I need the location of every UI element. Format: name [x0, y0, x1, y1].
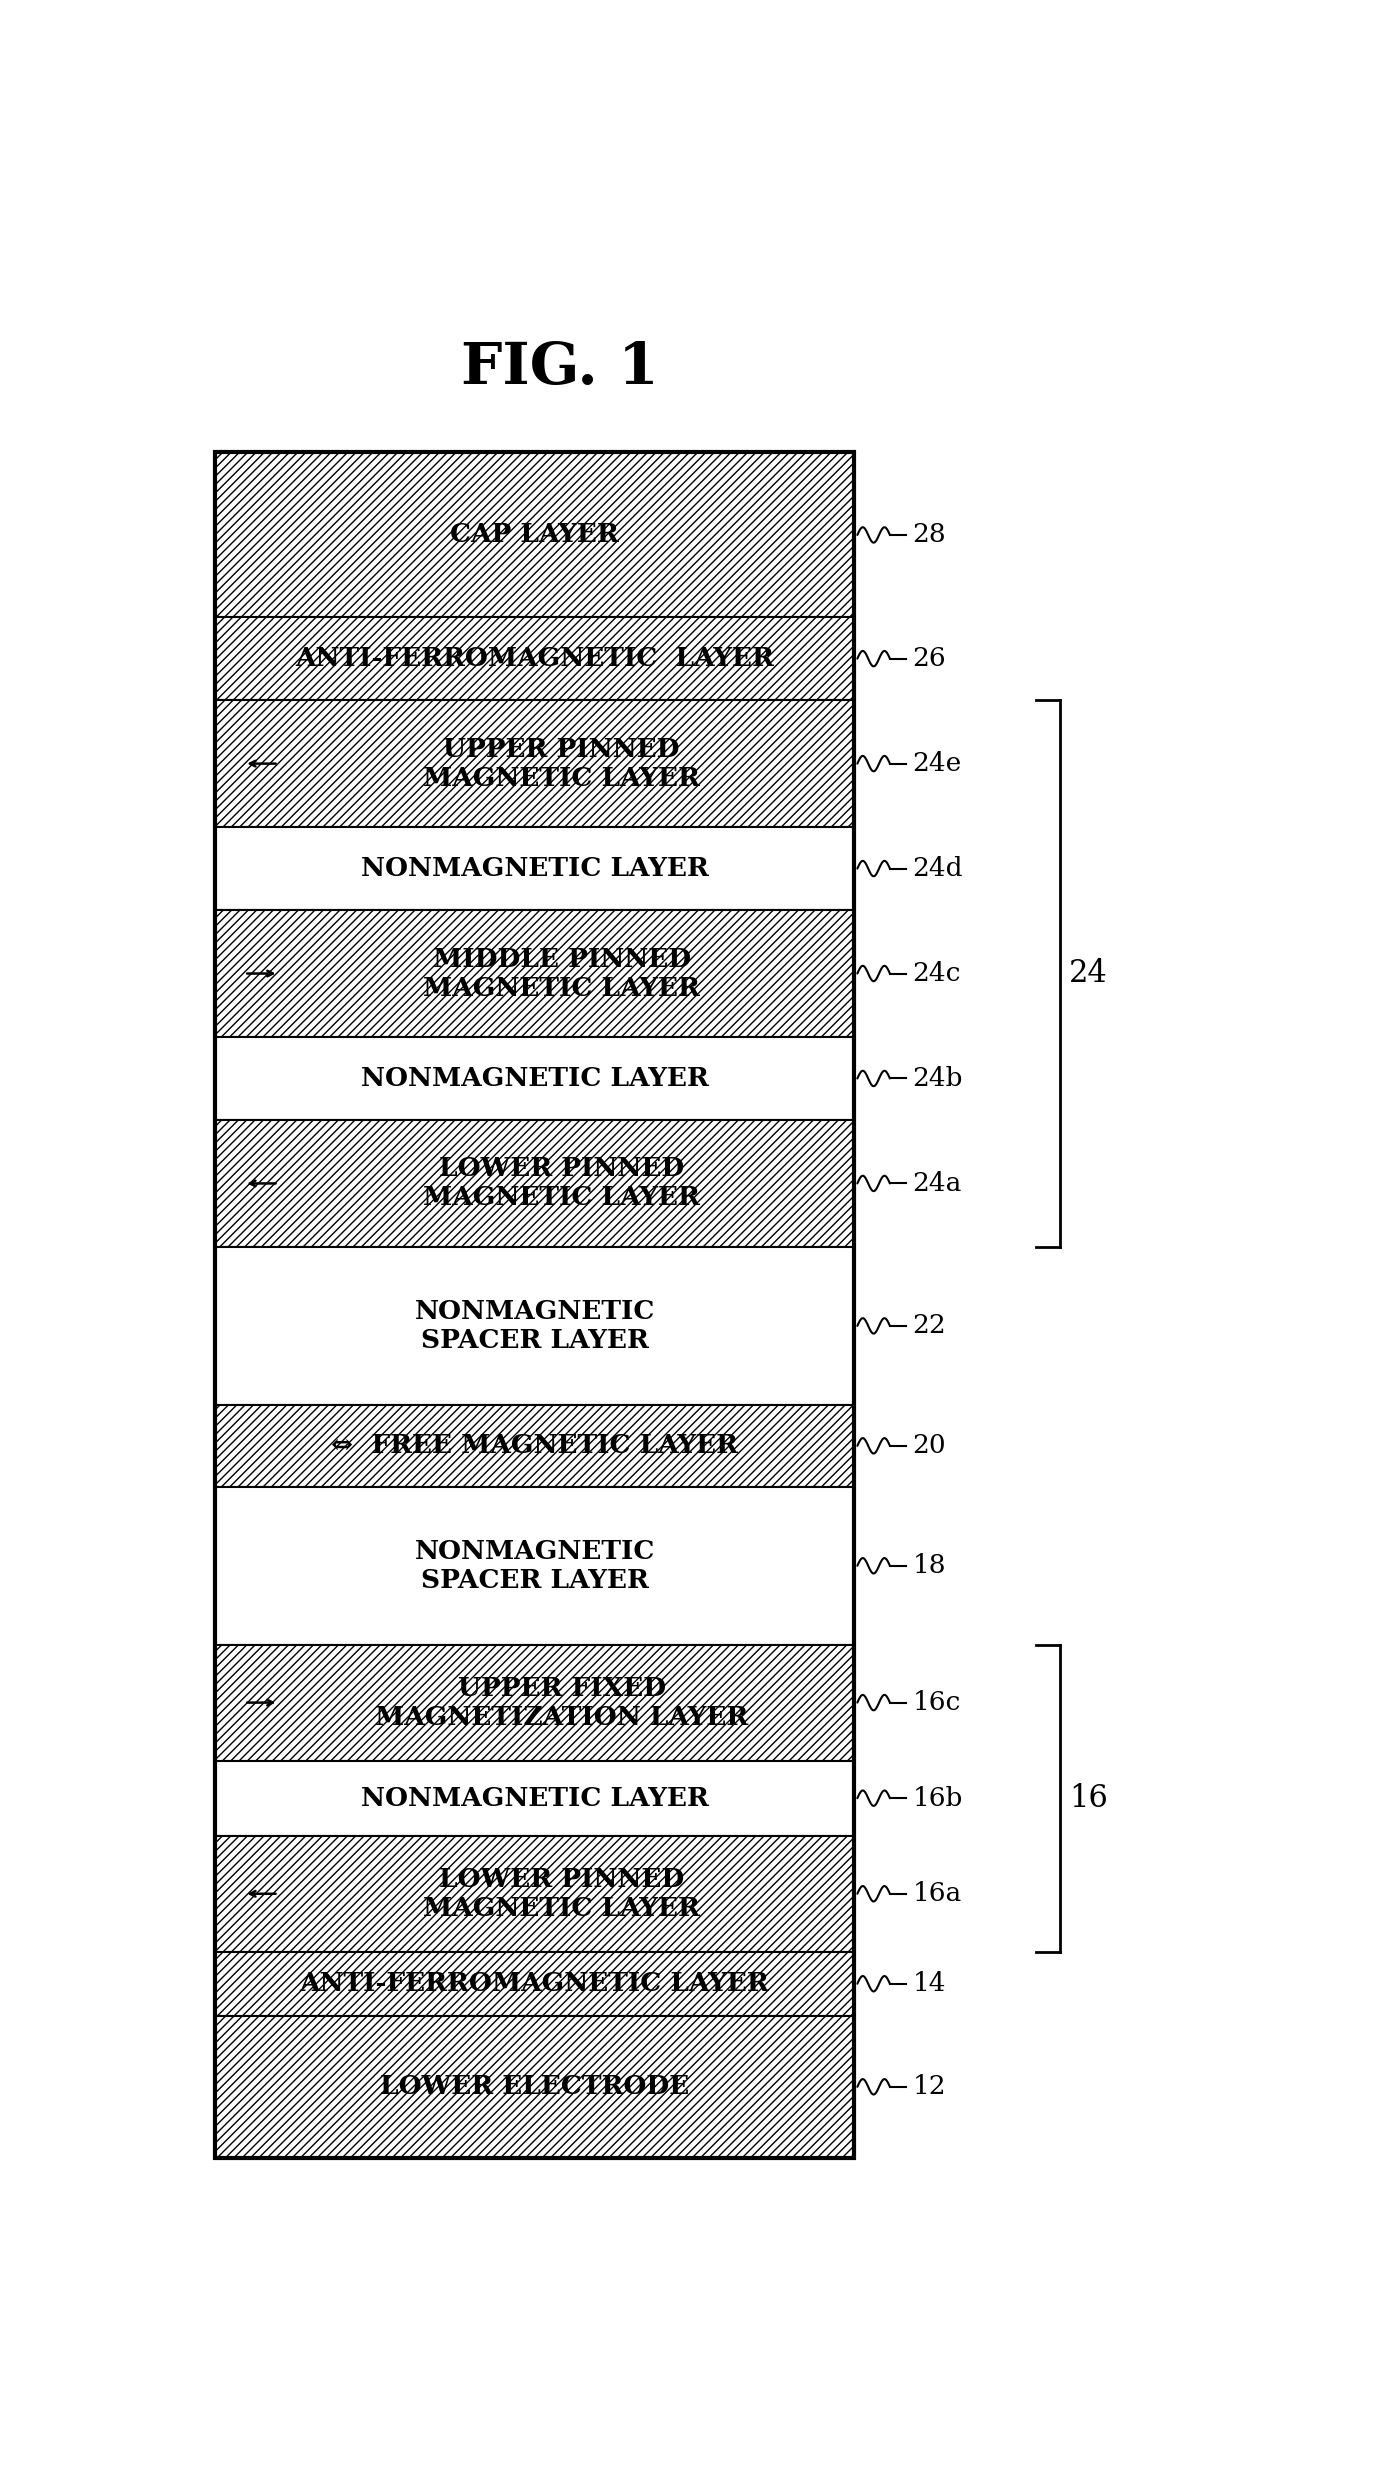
- Text: NONMAGNETIC
SPACER LAYER: NONMAGNETIC SPACER LAYER: [415, 1538, 655, 1593]
- Text: 24b: 24b: [912, 1067, 963, 1092]
- Text: NONMAGNETIC LAYER: NONMAGNETIC LAYER: [361, 1067, 708, 1092]
- Text: ⇔  FREE MAGNETIC LAYER: ⇔ FREE MAGNETIC LAYER: [331, 1434, 739, 1459]
- Text: 16b: 16b: [912, 1786, 963, 1811]
- Bar: [215, 452, 854, 618]
- Text: NONMAGNETIC
SPACER LAYER: NONMAGNETIC SPACER LAYER: [415, 1300, 655, 1352]
- Text: 22: 22: [912, 1312, 947, 1337]
- Text: 20: 20: [912, 1434, 947, 1459]
- Text: 18: 18: [912, 1553, 945, 1578]
- Bar: [215, 1119, 854, 1248]
- Bar: [215, 1762, 854, 1836]
- Bar: [215, 826, 854, 911]
- Bar: [215, 1037, 854, 1119]
- Text: FIG. 1: FIG. 1: [460, 340, 659, 397]
- Text: UPPER PINNED
MAGNETIC LAYER: UPPER PINNED MAGNETIC LAYER: [423, 737, 700, 791]
- Bar: [215, 1836, 854, 1953]
- Text: NONMAGNETIC LAYER: NONMAGNETIC LAYER: [361, 856, 708, 881]
- Text: 14: 14: [912, 1972, 945, 1997]
- Text: 12: 12: [912, 2074, 947, 2099]
- Text: 24a: 24a: [912, 1171, 962, 1196]
- Text: 24: 24: [1069, 958, 1108, 990]
- Bar: [215, 1645, 854, 1762]
- Text: LOWER ELECTRODE: LOWER ELECTRODE: [380, 2074, 689, 2099]
- Text: NONMAGNETIC LAYER: NONMAGNETIC LAYER: [361, 1786, 708, 1811]
- Text: LOWER PINNED
MAGNETIC LAYER: LOWER PINNED MAGNETIC LAYER: [423, 1866, 700, 1920]
- Bar: [215, 1404, 854, 1486]
- Text: 24d: 24d: [912, 856, 963, 881]
- Text: 24e: 24e: [912, 752, 962, 777]
- Bar: [215, 1953, 854, 2015]
- Text: LOWER PINNED
MAGNETIC LAYER: LOWER PINNED MAGNETIC LAYER: [423, 1156, 700, 1211]
- Text: 16a: 16a: [912, 1881, 962, 1905]
- Text: ANTI-FERROMAGNETIC LAYER: ANTI-FERROMAGNETIC LAYER: [299, 1972, 769, 1997]
- Text: UPPER FIXED
MAGNETIZATION LAYER: UPPER FIXED MAGNETIZATION LAYER: [375, 1675, 748, 1729]
- Bar: [215, 452, 854, 2158]
- Text: MIDDLE PINNED
MAGNETIC LAYER: MIDDLE PINNED MAGNETIC LAYER: [423, 948, 700, 1000]
- Text: CAP LAYER: CAP LAYER: [451, 523, 619, 548]
- Bar: [215, 911, 854, 1037]
- Text: 16: 16: [1069, 1784, 1108, 1814]
- Text: 26: 26: [912, 645, 947, 672]
- Bar: [215, 618, 854, 700]
- Text: 28: 28: [912, 523, 947, 548]
- Text: 16c: 16c: [912, 1690, 960, 1714]
- Bar: [215, 2015, 854, 2158]
- Text: 24c: 24c: [912, 960, 960, 985]
- Bar: [215, 700, 854, 826]
- Bar: [215, 1486, 854, 1645]
- Bar: [215, 1248, 854, 1404]
- Text: ANTI-FERROMAGNETIC  LAYER: ANTI-FERROMAGNETIC LAYER: [295, 645, 774, 672]
